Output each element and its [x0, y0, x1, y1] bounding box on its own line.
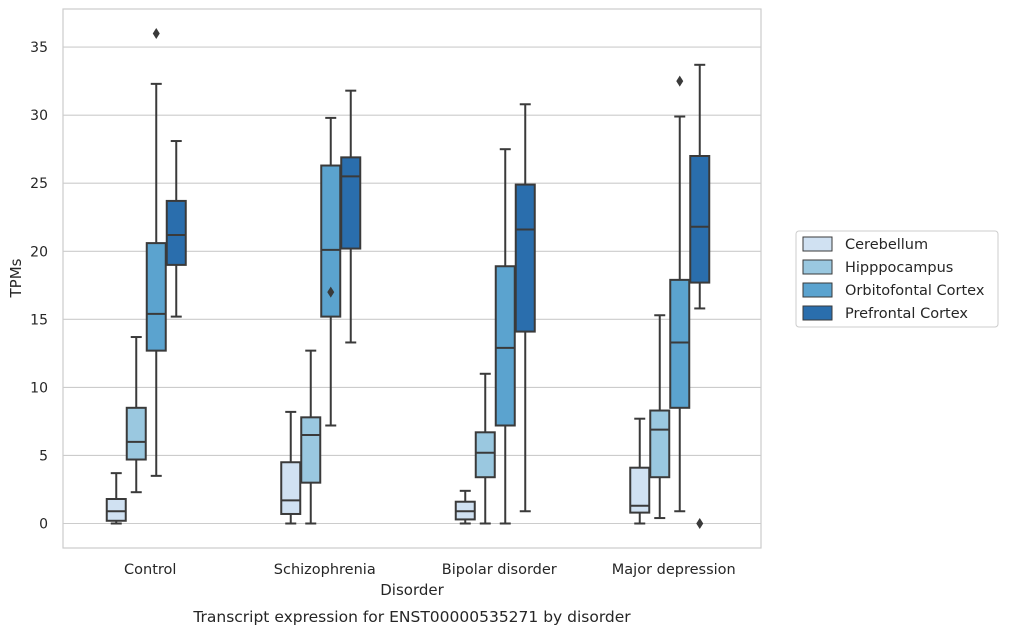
box-cerebellum — [105, 472, 127, 525]
legend-label: Hipppocampus — [845, 260, 953, 276]
y-tick-label: 35 — [30, 40, 48, 56]
box-iqr — [669, 278, 691, 409]
outlier-marker — [152, 28, 160, 39]
legend-label: Prefrontal Cortex — [845, 306, 968, 322]
box-prefrontal-cortex — [514, 103, 536, 513]
legend-frame — [795, 230, 999, 328]
box-prefrontal-cortex — [165, 140, 187, 318]
legend: Cerebellum Hipppocampus Orbitofontal Corte… — [795, 230, 999, 328]
y-tick-label: 10 — [30, 380, 48, 396]
box-iqr — [474, 431, 496, 479]
box-orbitofontal-cortex — [494, 148, 516, 525]
legend-swatch — [802, 259, 833, 275]
box-iqr — [649, 409, 671, 479]
legend-label: Cerebellum — [845, 237, 928, 253]
box-cerebellum — [629, 417, 651, 525]
box-iqr — [165, 199, 187, 266]
box-orbitofontal-cortex — [145, 28, 167, 477]
box-cerebellum — [454, 489, 476, 525]
box-hipppocampus — [649, 314, 671, 520]
box-prefrontal-cortex — [340, 89, 362, 344]
legend-label: Orbitofontal Cortex — [845, 283, 985, 299]
box-iqr — [340, 156, 362, 250]
box-iqr — [689, 155, 711, 284]
outlier-marker — [676, 75, 684, 87]
y-axis-title: TPMs — [7, 258, 25, 298]
box-iqr — [494, 265, 516, 427]
x-tick-label: Control — [124, 562, 176, 578]
chart-title: Transcript expression for ENST0000053527… — [192, 608, 631, 626]
box-prefrontal-cortex — [689, 63, 711, 529]
box-iqr — [105, 498, 127, 522]
plot-frame — [62, 8, 762, 549]
y-tick-label: 0 — [39, 517, 48, 533]
x-axis-title: Disorder — [380, 581, 444, 599]
x-tick-label: Schizophrenia — [274, 562, 376, 578]
y-tick-label: 15 — [30, 312, 48, 328]
gridlines — [63, 46, 761, 525]
box-hipppocampus — [300, 349, 322, 525]
x-tick-labels: Control Schizophrenia Bipolar disorder Majo… — [124, 562, 736, 578]
box-iqr — [300, 416, 322, 484]
x-tick-label: Bipolar disorder — [442, 562, 557, 578]
legend-swatch — [802, 236, 833, 252]
box-hipppocampus — [125, 336, 147, 494]
box-orbitofontal-cortex — [669, 75, 691, 513]
box-hipppocampus — [474, 372, 496, 525]
y-tick-label: 20 — [30, 244, 48, 260]
legend-swatch — [802, 282, 833, 298]
outlier-marker — [696, 518, 704, 529]
box-iqr — [514, 183, 536, 333]
x-tick-label: Major depression — [612, 562, 736, 578]
y-tick-label: 30 — [30, 108, 48, 124]
legend-swatch — [802, 305, 833, 321]
box-iqr — [629, 466, 651, 514]
outlier-marker — [327, 286, 335, 298]
box-series — [105, 28, 711, 529]
legend-items: Cerebellum Hipppocampus Orbitofontal Corte… — [802, 236, 985, 322]
box-iqr — [280, 461, 302, 515]
box-iqr — [125, 406, 147, 461]
box-iqr — [145, 242, 167, 352]
y-tick-labels: 0 5 10 15 20 25 30 35 — [30, 40, 48, 532]
y-tick-label: 5 — [39, 448, 48, 464]
y-tick-label: 25 — [30, 176, 48, 192]
box-cerebellum — [280, 410, 302, 525]
